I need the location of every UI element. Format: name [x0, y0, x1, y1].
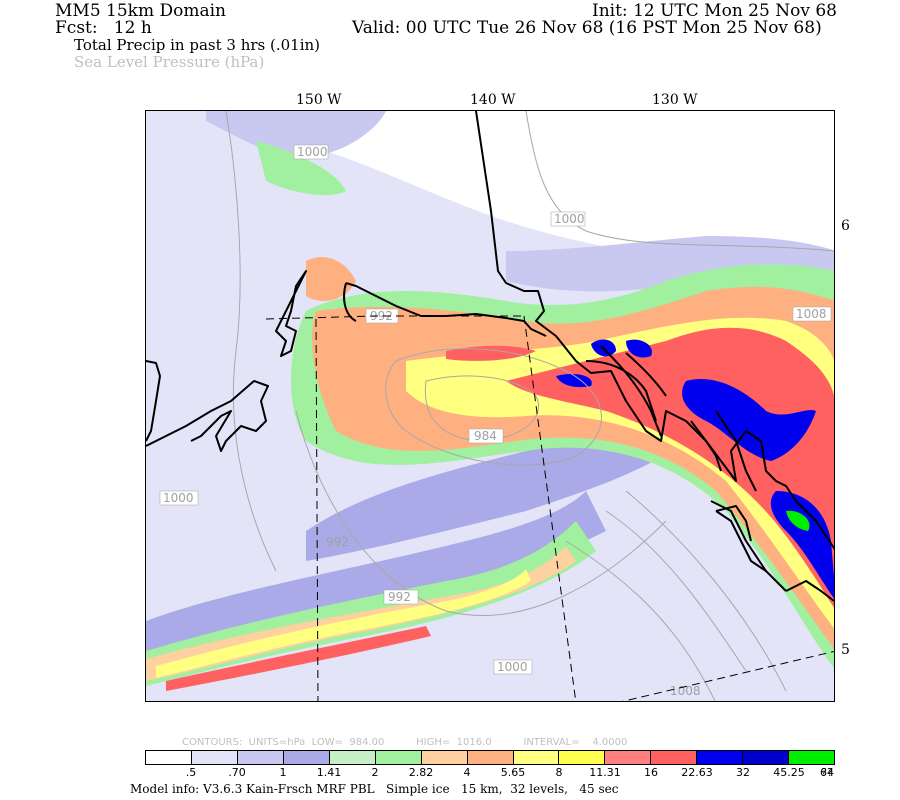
isobar-labels: 1000 1000 992 984 1000 992 992 1000 1008… [159, 144, 832, 698]
colorbar-swatch [329, 751, 376, 764]
isobar-label-1000-d: 1000 [497, 660, 528, 674]
colorbar-tick-label: 64 [820, 766, 834, 779]
model-info: Model info: V3.6.3 Kain-Frsch MRF PBL Si… [130, 782, 619, 796]
colorbar-tick-label: .5 [185, 766, 197, 779]
colorbar-tick-label: 11.31 [589, 766, 621, 779]
valid-time: Valid: 00 UTC Tue 26 Nov 68 (16 PST Mon … [352, 18, 822, 38]
isobar-label-984: 984 [474, 429, 497, 443]
isobars [225, 111, 834, 701]
colorbar-swatch [513, 751, 560, 764]
colorbar-swatch [789, 751, 835, 764]
colorbar-tick-label: 1.41 [316, 766, 342, 779]
precip-blue [556, 339, 834, 599]
colorbar-swatch [697, 751, 744, 764]
colorbar-swatch [375, 751, 422, 764]
colorbar-swatch [559, 751, 606, 764]
colorbar-tick-label: 1 [279, 766, 287, 779]
lat-label-6: 6 [841, 218, 850, 234]
colorbar-tick-label: 32 [735, 766, 750, 779]
lat-label-5: 5 [841, 642, 850, 658]
precip-map: 1000 1000 992 984 1000 992 992 1000 1008… [145, 110, 835, 702]
colorbar-tick-label: 2 [371, 766, 379, 779]
colorbar-tick-label: 16 [643, 766, 658, 779]
colorbar-tick-label: 22.63 [681, 766, 713, 779]
colorbar-swatch [146, 751, 192, 764]
domain-title: MM5 15km Domain [55, 1, 226, 21]
field-precip-label: Total Precip in past 3 hrs (.01in) [74, 36, 321, 54]
colorbar-swatch [421, 751, 468, 764]
colorbar-tick-label: ?? [821, 766, 833, 779]
lon-label-140w: 140 W [470, 92, 516, 108]
forecast-hour: Fcst: 12 h [55, 18, 152, 38]
colorbar-tick-label: 45.25 [773, 766, 805, 779]
colorbar-tick-label: 4 [463, 766, 471, 779]
colorbar-tick-label: .70 [228, 766, 246, 779]
colorbar-tick-label: 8 [555, 766, 563, 779]
field-slp-label: Sea Level Pressure (hPa) [74, 53, 265, 71]
colorbar [145, 750, 835, 765]
init-time: Init: 12 UTC Mon 25 Nov 68 [592, 1, 837, 21]
graticule [265, 315, 834, 701]
contours-info: CONTOURS: UNITS=hPa LOW= 984.00 HIGH= 10… [182, 737, 628, 748]
colorbar-swatch [467, 751, 514, 764]
colorbar-swatch [191, 751, 238, 764]
isobar-label-1000-a: 1000 [297, 145, 328, 159]
isobar-label-1000-c: 1000 [163, 491, 194, 505]
isobar-label-992-a: 992 [370, 309, 393, 323]
lon-label-130w: 130 W [652, 92, 698, 108]
colorbar-tick-label: 2.82 [408, 766, 434, 779]
colorbar-swatch [283, 751, 330, 764]
precip-green-max [786, 510, 810, 531]
lon-label-150w: 150 W [296, 92, 342, 108]
precip-red [166, 327, 834, 691]
coastline [146, 111, 834, 602]
isobar-label-1008-a: 1008 [796, 307, 827, 321]
colorbar-labels: .5 .70 1 1.41 2 2.82 4 5.65 8 11.31 16 22.63 32 45.25… [145, 766, 835, 780]
map-svg: 1000 1000 992 984 1000 992 992 1000 1008… [146, 111, 834, 701]
colorbar-tick-label: 5.65 [500, 766, 526, 779]
isobar-label-992-c: 992 [388, 590, 411, 604]
colorbar-swatch [651, 751, 698, 764]
isobar-label-1000-b: 1000 [554, 212, 585, 226]
colorbar-swatch [743, 751, 790, 764]
colorbar-swatch [605, 751, 652, 764]
colorbar-swatch [237, 751, 284, 764]
isobar-label-992-b: 992 [326, 535, 349, 549]
isobar-label-1008-b: 1008 [670, 684, 701, 698]
